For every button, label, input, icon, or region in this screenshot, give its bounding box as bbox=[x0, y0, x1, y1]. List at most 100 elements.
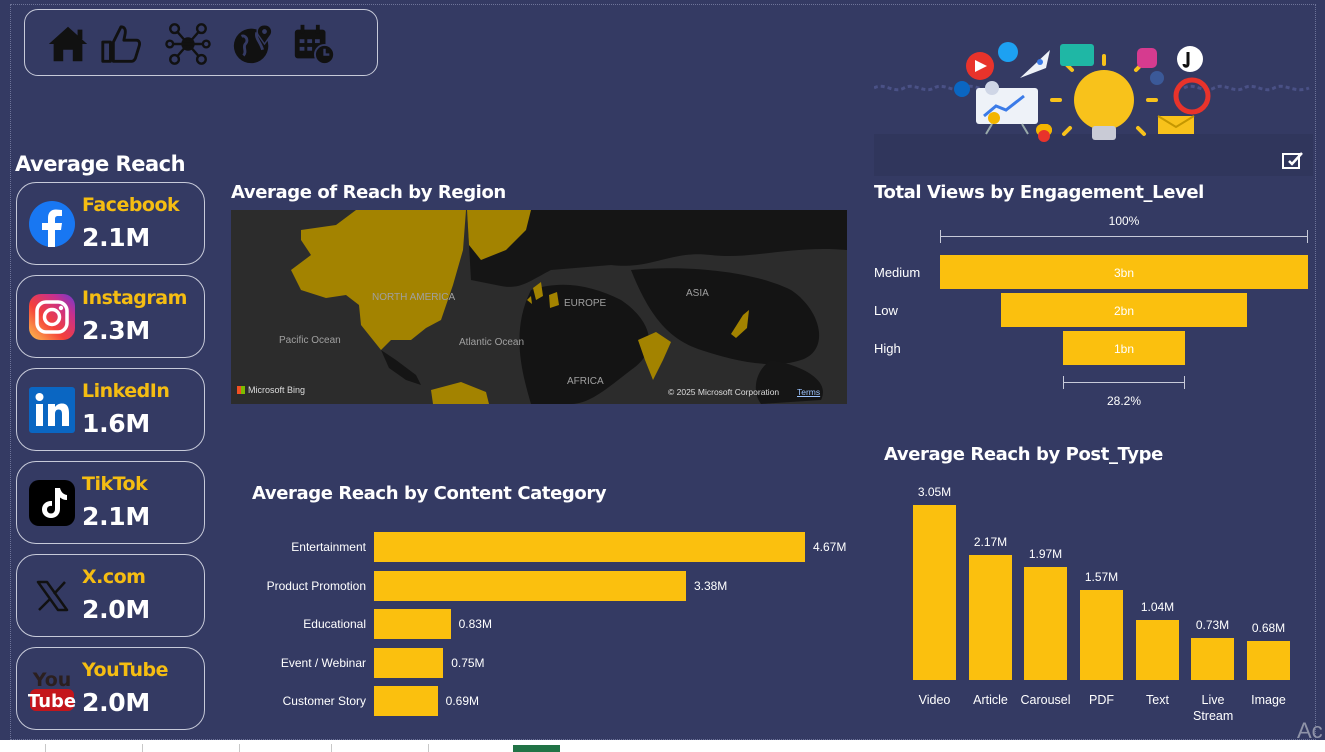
funnel-bar-value: 2bn bbox=[1113, 304, 1135, 318]
funnel-top-bracket-tick bbox=[940, 230, 941, 243]
platform-name: TikTok bbox=[82, 473, 148, 495]
tab-separator bbox=[142, 744, 143, 752]
category-bar-value: 0.75M bbox=[451, 656, 485, 670]
platform-reach-value: 1.6M bbox=[82, 409, 150, 438]
map-label-europe: EUROPE bbox=[564, 298, 607, 309]
instagram-icon bbox=[28, 293, 76, 341]
post-type-category-label: Text bbox=[1146, 693, 1169, 707]
category-label: Event / Webinar bbox=[280, 656, 366, 670]
category-bar bbox=[374, 571, 686, 601]
category-label: Customer Story bbox=[282, 694, 366, 708]
funnel-category-label: Medium bbox=[874, 265, 921, 280]
linkedin-icon bbox=[28, 386, 76, 434]
map-terms-link[interactable]: Terms bbox=[797, 387, 821, 397]
funnel-bottom-percent: 28.2% bbox=[1106, 394, 1142, 408]
platform-reach-value: 2.0M bbox=[82, 688, 150, 717]
map-label-asia: ASIA bbox=[686, 288, 709, 299]
platform-reach-value: 2.1M bbox=[82, 223, 150, 252]
category-bar bbox=[374, 648, 444, 678]
bing-logo: Microsoft Bing bbox=[237, 385, 305, 395]
platform-name: Facebook bbox=[82, 194, 180, 216]
platform-reach-value: 2.0M bbox=[82, 595, 150, 624]
post-type-bar-value: 1.04M bbox=[1140, 600, 1175, 615]
category-bar-value: 4.67M bbox=[813, 540, 847, 554]
post-type-bar bbox=[1191, 638, 1234, 680]
funnel-bar bbox=[940, 255, 1308, 289]
platform-name: X.com bbox=[82, 566, 146, 588]
edit-icon[interactable] bbox=[1281, 150, 1305, 170]
category-bar bbox=[374, 609, 451, 639]
youtube-card: You Tube YouTube 2.0M bbox=[16, 647, 205, 730]
post-type-title: Average Reach by Post_Type bbox=[884, 444, 1163, 465]
report-frame bbox=[10, 4, 1316, 740]
category-label: Educational bbox=[303, 617, 366, 631]
category-bar-value: 3.38M bbox=[693, 579, 728, 593]
post-type-category-label: Video bbox=[918, 693, 951, 707]
category-label: Entertainment bbox=[291, 540, 366, 554]
instagram-card: Instagram 2.3M bbox=[16, 275, 205, 358]
map-label-north-america: NORTH AMERICA bbox=[372, 292, 456, 303]
map-label-atlantic: Atlantic Ocean bbox=[459, 337, 525, 348]
x-icon bbox=[28, 572, 76, 620]
post-type-category-label: Article bbox=[973, 693, 1008, 707]
post-type-category-label: PDF bbox=[1089, 693, 1114, 707]
platform-reach-value: 2.1M bbox=[82, 502, 150, 531]
facebook-icon bbox=[28, 200, 76, 248]
post-type-bar-value: 1.97M bbox=[1028, 546, 1063, 561]
page-tab-strip bbox=[0, 740, 1325, 752]
funnel-bar bbox=[1062, 331, 1186, 365]
category-bar bbox=[374, 686, 438, 716]
post-type-bar-value: 0.68M bbox=[1251, 620, 1286, 635]
tab-separator bbox=[239, 744, 240, 752]
region-map[interactable]: NORTH AMERICA EUROPE ASIA AFRICA Pacific… bbox=[231, 210, 847, 404]
post-type-category-label: Live Stream bbox=[1193, 693, 1234, 723]
tab-separator bbox=[428, 744, 429, 752]
category-bar bbox=[374, 532, 805, 562]
content-category-title: Average Reach by Content Category bbox=[252, 483, 607, 504]
platform-name: Instagram bbox=[82, 287, 187, 309]
category-bar-value: 0.69M bbox=[445, 694, 480, 708]
post-type-bar bbox=[1080, 589, 1123, 680]
globe-pin-icon[interactable] bbox=[230, 21, 276, 67]
tab-separator bbox=[45, 744, 46, 752]
category-bar-value: 0.83M bbox=[458, 617, 492, 631]
map-title: Average of Reach by Region bbox=[231, 182, 506, 203]
post-type-category-label: Image bbox=[1251, 693, 1286, 707]
linkedin-card: LinkedIn 1.6M bbox=[16, 368, 205, 451]
calendar-clock-icon[interactable] bbox=[291, 21, 337, 67]
home-icon[interactable] bbox=[45, 21, 91, 67]
funnel-bottom-bracket-tick bbox=[1184, 376, 1186, 389]
social-media-illustration bbox=[873, 40, 1313, 176]
post-type-bar bbox=[1136, 620, 1179, 680]
post-type-bar-value: 1.57M bbox=[1084, 569, 1119, 584]
funnel-category-label: High bbox=[874, 341, 901, 356]
post-type-bar-value: 0.73M bbox=[1195, 618, 1230, 633]
map-label-africa: AFRICA bbox=[567, 376, 604, 387]
map-copyright: © 2025 Microsoft Corporation bbox=[668, 387, 780, 397]
funnel-bar-value: 3bn bbox=[1113, 266, 1135, 280]
post-type-bar-value: 2.17M bbox=[973, 535, 1008, 550]
funnel-top-percent: 100% bbox=[1108, 214, 1140, 228]
post-type-category-label: Carousel bbox=[1020, 693, 1071, 707]
active-page-tab[interactable] bbox=[513, 745, 560, 752]
map-landmass bbox=[231, 210, 847, 404]
nav-bar bbox=[24, 9, 378, 76]
average-reach-title: Average Reach bbox=[15, 152, 186, 176]
x-card: X.com 2.0M bbox=[16, 554, 205, 637]
platform-name: LinkedIn bbox=[82, 380, 170, 402]
funnel-bottom-bracket bbox=[1062, 382, 1186, 383]
map-label-pacific: Pacific Ocean bbox=[279, 335, 341, 346]
funnel-title: Total Views by Engagement_Level bbox=[874, 182, 1204, 203]
thumbs-up-icon[interactable] bbox=[98, 21, 144, 67]
platform-reach-value: 2.3M bbox=[82, 316, 150, 345]
svg-text:Tube: Tube bbox=[28, 691, 76, 712]
facebook-card: Facebook 2.1M bbox=[16, 182, 205, 265]
post-type-bar bbox=[1247, 640, 1290, 680]
network-icon[interactable] bbox=[165, 21, 211, 67]
tab-separator bbox=[331, 744, 332, 752]
youtube-icon: You Tube bbox=[28, 665, 76, 713]
category-label: Product Promotion bbox=[266, 579, 366, 593]
funnel-category-label: Low bbox=[874, 303, 898, 318]
activate-watermark: Ac bbox=[1297, 718, 1323, 743]
post-type-bar-value: 3.05M bbox=[917, 485, 952, 499]
